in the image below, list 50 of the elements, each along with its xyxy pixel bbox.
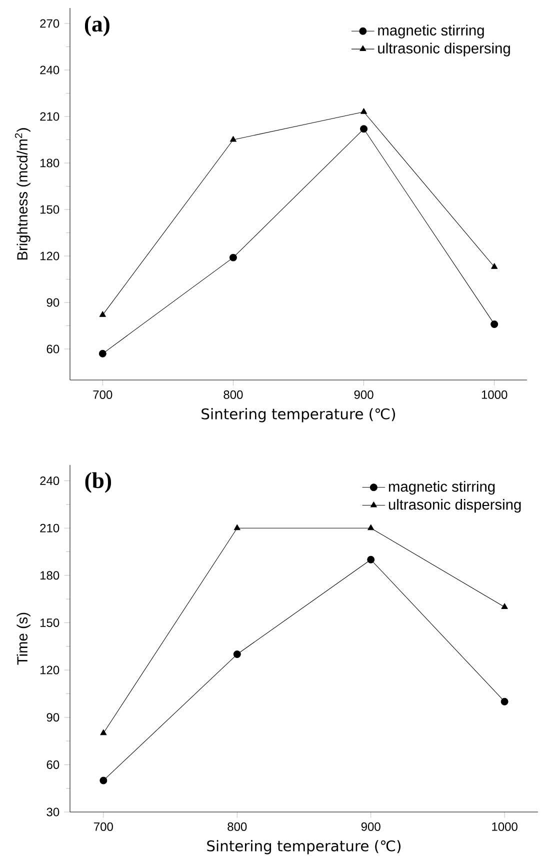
x-tick-label: 1000	[482, 390, 508, 399]
legend-label: ultrasonic dispersing	[388, 498, 521, 513]
x-axis-title: Sintering temperature (℃)	[202, 408, 396, 422]
point	[229, 254, 237, 262]
y-tick-label: 60	[46, 344, 60, 354]
chart-title: (a)	[84, 16, 110, 36]
point	[500, 698, 508, 706]
point	[233, 650, 241, 658]
point	[100, 776, 108, 784]
point	[230, 136, 236, 142]
point	[491, 263, 498, 269]
point	[367, 556, 375, 564]
point	[360, 125, 368, 133]
x-tick-label: 800	[224, 390, 243, 399]
point	[98, 350, 106, 358]
y-tick-label: 210	[40, 524, 60, 532]
y-tick-label: 120	[40, 252, 60, 260]
y-tick-label: 210	[40, 112, 60, 121]
y-tick-label: 120	[40, 666, 60, 674]
y-tick-label: 60	[46, 760, 60, 769]
y-tick-label: 90	[46, 713, 60, 722]
y-tick-label: 180	[40, 158, 60, 168]
x-tick-label: 1000	[492, 822, 518, 831]
point	[490, 320, 498, 328]
x-tick-label: 900	[354, 390, 374, 399]
y-tick-label: 240	[40, 66, 60, 74]
y-axis-title: Brightness (mcd/m$^{2}$)	[14, 128, 30, 260]
y-tick-label: 150	[40, 205, 60, 214]
y-tick-label: 240	[40, 476, 60, 486]
x-tick-label: 700	[94, 822, 113, 831]
legend-label: ultrasonic dispersing	[378, 42, 510, 56]
x-tick-label: 700	[93, 390, 112, 399]
x-tick-label: 800	[228, 822, 247, 831]
y-tick-label: 30	[46, 808, 60, 816]
chart-title: (b)	[85, 472, 111, 493]
y-tick-label: 270	[40, 19, 60, 28]
y-tick-label: 150	[40, 618, 60, 627]
y-axis-title: Time (s)	[16, 612, 30, 665]
point	[360, 108, 368, 114]
point	[234, 524, 240, 530]
y-tick-label: 180	[40, 571, 60, 580]
point	[100, 729, 107, 736]
legend-label: magnetic stirring	[378, 24, 484, 38]
point	[99, 311, 106, 317]
legend-label: magnetic stirring	[388, 481, 495, 495]
x-axis-title: Sintering temperature (℃)	[207, 840, 401, 854]
point	[368, 524, 374, 530]
x-tick-label: 900	[361, 822, 380, 831]
y-tick-label: 90	[46, 298, 60, 307]
point	[501, 603, 508, 609]
